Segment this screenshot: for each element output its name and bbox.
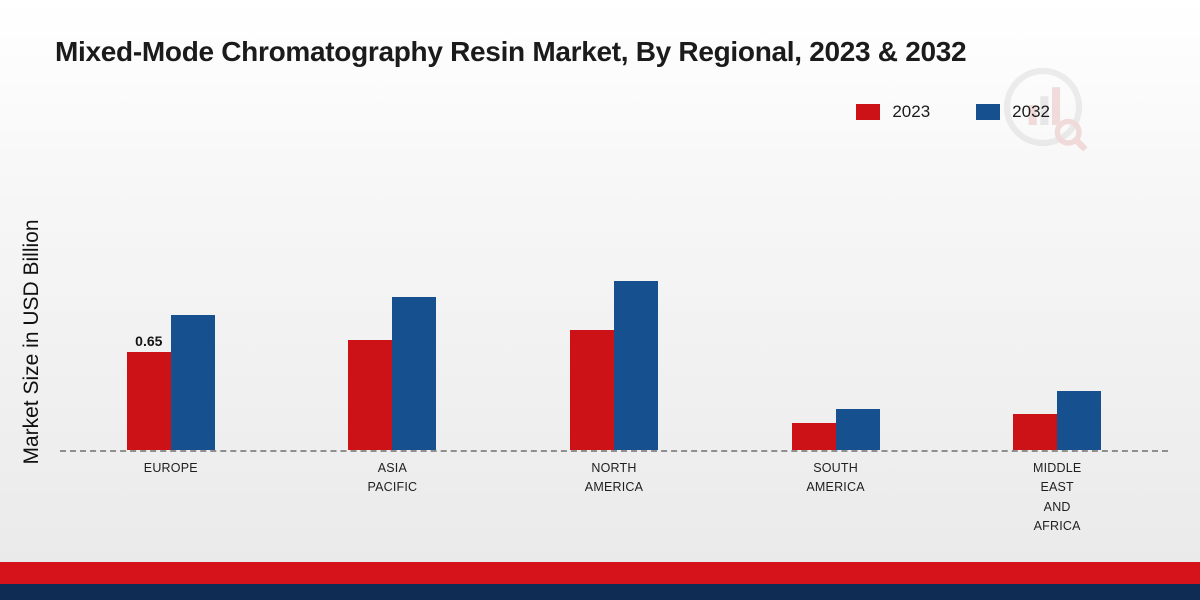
legend-swatch-2032: [976, 104, 1001, 120]
bar-2032-south-america: [835, 409, 880, 450]
bar-2023-asia-pacific: [348, 340, 393, 450]
footer-red-strip: [0, 562, 1200, 584]
x-axis-baseline: [60, 450, 1168, 452]
value-label: 0.65: [135, 333, 163, 349]
category-label: SOUTH AMERICA: [806, 461, 865, 495]
bar-group-north-america: NORTH AMERICA: [569, 281, 658, 494]
bar-2023-europe: 0.65: [126, 333, 171, 450]
legend-label-2032: 2032: [1012, 102, 1050, 121]
legend-label-2023: 2023: [892, 102, 931, 121]
bar-2032-north-america: [613, 281, 658, 450]
bar-2023-south-america: [791, 423, 836, 450]
category-label: MIDDLE EAST AND AFRICA: [1032, 461, 1082, 534]
bar-2032-middle-east-and-africa: [1057, 391, 1102, 450]
chart-title: Mixed-Mode Chromatography Resin Market, …: [55, 36, 967, 67]
bar-group-europe: 0.65 EUROPE: [126, 315, 215, 475]
category-label: ASIA PACIFIC: [367, 461, 418, 495]
bar-group-south-america: SOUTH AMERICA: [791, 409, 880, 494]
legend-item-2032: 2032: [976, 102, 1050, 122]
category-label: EUROPE: [143, 461, 198, 475]
legend-item-2023: 2023: [856, 102, 930, 122]
bar-2032-europe: [170, 315, 215, 450]
brand-watermark-icon: [1003, 67, 1088, 152]
bar-group-middle-east-and-africa: MIDDLE EAST AND AFRICA: [1013, 391, 1102, 533]
y-axis-label: Market Size in USD Billion: [20, 219, 43, 465]
bar-2023-middle-east-and-africa: [1013, 414, 1058, 450]
footer-navy-strip: [0, 584, 1200, 600]
plot-area: 0.65 EUROPE ASIA PACIFIC NORTH AMERICA SOUTH…: [60, 150, 1168, 533]
category-label: NORTH AMERICA: [584, 461, 644, 495]
bar-2023-north-america: [569, 330, 614, 450]
legend: 2023 2032: [856, 102, 1050, 122]
legend-swatch-2023: [856, 104, 881, 120]
bar-2032-asia-pacific: [392, 297, 437, 450]
bar-group-asia-pacific: ASIA PACIFIC: [348, 297, 437, 494]
